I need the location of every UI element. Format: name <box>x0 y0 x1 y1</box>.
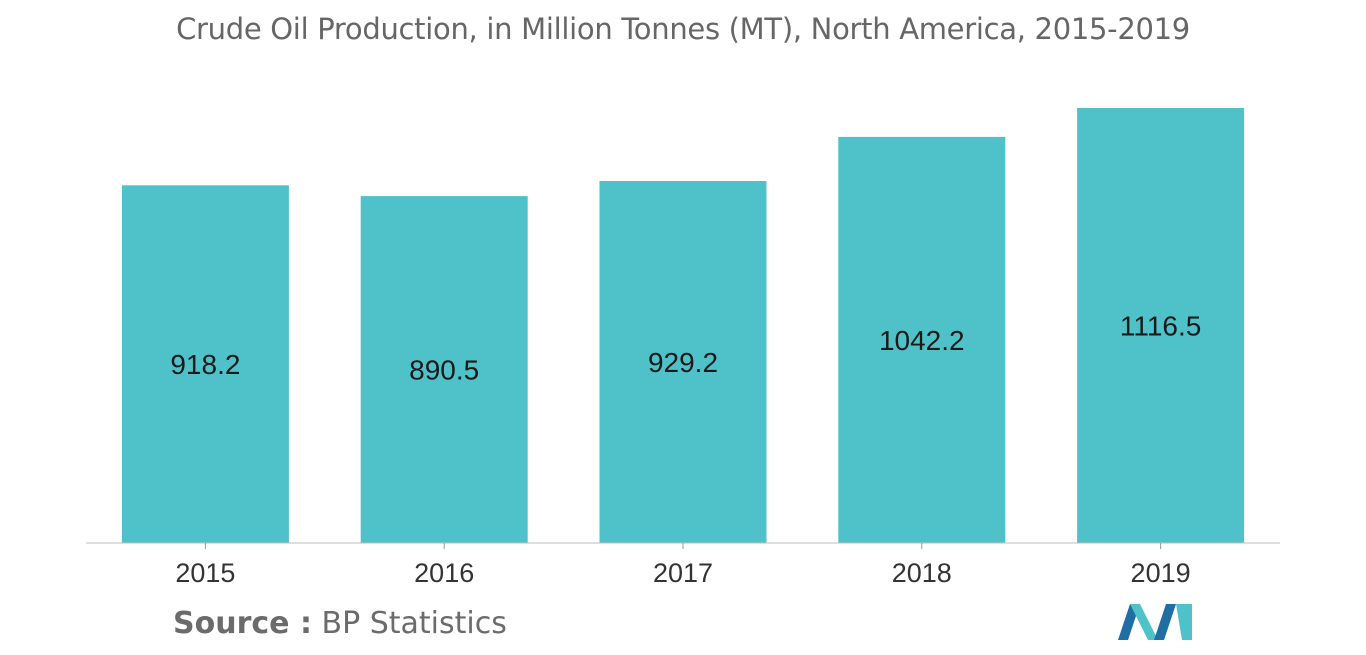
x-tick-label-2016: 2016 <box>414 558 474 588</box>
x-tick-label-2017: 2017 <box>653 558 713 588</box>
chart-title: Crude Oil Production, in Million Tonnes … <box>176 12 1190 46</box>
value-label-2016: 890.5 <box>409 355 479 386</box>
value-label-2019: 1116.5 <box>1120 311 1201 342</box>
value-label-2018: 1042.2 <box>879 325 965 356</box>
source-value: BP Statistics <box>321 606 507 641</box>
value-labels-group: 918.2 890.5 929.2 1042.2 1116.5 <box>170 311 1201 386</box>
x-tick-label-2019: 2019 <box>1131 558 1191 588</box>
value-label-2015: 918.2 <box>170 349 240 380</box>
x-tick-label-2015: 2015 <box>175 558 235 588</box>
mordor-intelligence-logo-icon <box>1118 604 1192 640</box>
source-label: Source : <box>173 606 312 641</box>
bar-2018 <box>838 136 1006 543</box>
bar-chart: 918.2 890.5 929.2 1042.2 1116.5 2015 2016 2017… <box>86 108 1280 588</box>
bar-2015 <box>121 185 289 544</box>
value-label-2017: 929.2 <box>648 347 718 378</box>
bars-group <box>121 108 1245 544</box>
x-tick-label-2018: 2018 <box>892 558 952 588</box>
x-axis: 2015 2016 2017 2018 2019 <box>86 542 1280 588</box>
bar-2019 <box>1077 108 1245 543</box>
bar-2017 <box>599 181 767 543</box>
bar-2016 <box>360 196 528 543</box>
source-note: Source : BP Statistics <box>173 606 507 641</box>
